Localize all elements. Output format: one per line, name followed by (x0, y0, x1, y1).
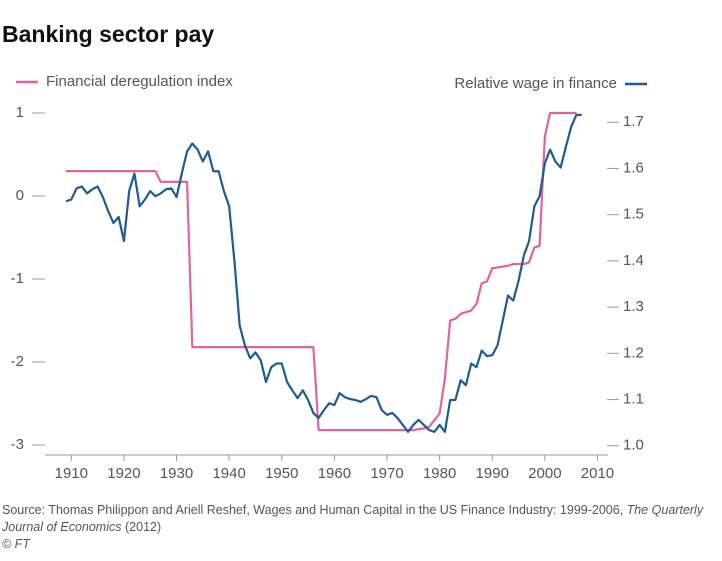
source-year: (2012) (125, 520, 162, 534)
series-line (65, 113, 582, 433)
x-tick-label: 1920 (107, 465, 140, 482)
x-tick-label: 1950 (265, 465, 298, 482)
y2-tick-label: 1.7 (623, 113, 644, 130)
x-tick-label: 1930 (160, 465, 193, 482)
y2-tick-label: 1.3 (623, 298, 644, 315)
x-tick-label: 1910 (55, 465, 88, 482)
legend-label: Financial deregulation index (46, 73, 233, 90)
chart: Banking sector pay 1910 1920 1930 1940 1950 1… (2, 21, 647, 482)
y-tick-label: -2 (11, 353, 24, 370)
x-tick-label: 1980 (423, 465, 456, 482)
y2-tick-label: 1.0 (623, 437, 644, 454)
y2-tick-label: 1.1 (623, 391, 644, 408)
y2-tick-label: 1.2 (623, 344, 644, 361)
source-journal: The Quarterly Journal of Economics (2, 503, 704, 534)
source-text: Source: Thomas Philippon and Ariell Resh… (2, 503, 624, 517)
credit: © FT (2, 537, 30, 551)
y-tick-label: 1 (16, 104, 24, 121)
x-tick-label: 1970 (370, 465, 403, 482)
chart-title: Banking sector pay (2, 21, 214, 47)
y-tick-label: 0 (16, 187, 24, 204)
x-tick-label: 1960 (318, 465, 351, 482)
legend-label: Relative wage in finance (454, 75, 617, 92)
y-tick-label: -1 (11, 270, 24, 287)
x-tick-label: 1990 (476, 465, 509, 482)
x-tick-label: 2010 (581, 465, 614, 482)
series-line (66, 111, 577, 432)
x-tick-label: 1940 (212, 465, 245, 482)
x-tick-label: 2000 (528, 465, 561, 482)
y2-tick-label: 1.4 (623, 252, 644, 269)
y2-tick-label: 1.5 (623, 206, 644, 223)
y2-tick-label: 1.6 (623, 159, 644, 176)
y-tick-label: -3 (11, 436, 24, 453)
source-note: Source: Thomas Philippon and Ariell Resh… (2, 502, 720, 553)
